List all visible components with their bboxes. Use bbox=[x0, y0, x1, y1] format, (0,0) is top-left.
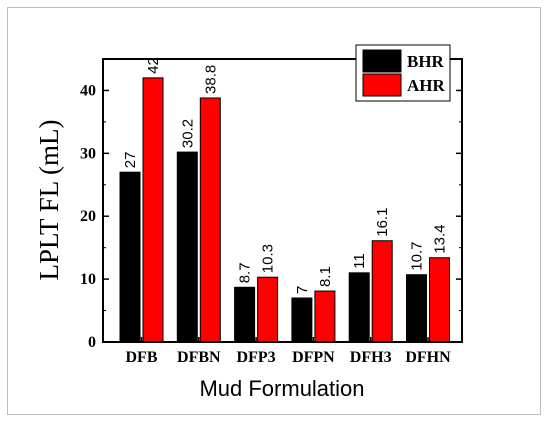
data-label-ahr-dfpn: 8.1 bbox=[317, 266, 334, 287]
data-label-ahr-dfhn: 13.4 bbox=[432, 225, 449, 254]
bar-bhr-dfpn bbox=[291, 297, 313, 343]
legend: BHR AHR bbox=[355, 44, 451, 102]
data-label-ahr-dfh3: 16.1 bbox=[374, 208, 391, 237]
bars-layer bbox=[119, 77, 450, 343]
y-tick-label: 40 bbox=[80, 82, 96, 99]
bar-bhr-dfbn bbox=[176, 151, 198, 343]
data-label-bhr-dfbn: 30.2 bbox=[179, 119, 196, 148]
x-tick-label-dfhn: DFHN bbox=[405, 349, 451, 366]
bar-bhr-dfb bbox=[119, 171, 141, 343]
data-label-bhr-dfp3: 8.7 bbox=[237, 262, 254, 283]
plot-area-border bbox=[102, 58, 463, 343]
data-label-ahr-dfbn: 38.8 bbox=[202, 65, 219, 94]
x-tick-label-dfb: DFB bbox=[126, 349, 158, 366]
bar-bhr-dfh3 bbox=[348, 272, 370, 343]
axis-layer: DFB DFBN DFP3 DFPN DFH3 DFHN 0 10 20 30 40 bbox=[80, 82, 462, 366]
legend-label-ahr: AHR bbox=[407, 76, 446, 95]
y-tick-label: 30 bbox=[80, 145, 96, 162]
data-labels-layer: 27 42 30.2 38.8 8.7 10.3 7 8.1 11 16.1 10.7 13.4 bbox=[122, 57, 449, 294]
legend-swatch-bhr bbox=[362, 49, 402, 73]
x-tick-label-dfh3: DFH3 bbox=[350, 349, 392, 366]
data-label-ahr-dfp3: 10.3 bbox=[260, 244, 277, 273]
data-label-bhr-dfhn: 10.7 bbox=[409, 242, 426, 271]
legend-label-bhr: BHR bbox=[407, 52, 445, 71]
x-tick-label-dfp3: DFP3 bbox=[237, 349, 276, 366]
bar-ahr-dfh3 bbox=[371, 240, 393, 343]
legend-swatch-ahr bbox=[362, 73, 402, 97]
x-tick-label-dfbn: DFBN bbox=[177, 349, 221, 366]
data-label-bhr-dfb: 27 bbox=[122, 152, 139, 169]
bar-ahr-dfp3 bbox=[257, 276, 279, 343]
y-tick-label: 10 bbox=[80, 271, 96, 288]
data-label-bhr-dfh3: 11 bbox=[351, 253, 368, 269]
bar-ahr-dfpn bbox=[314, 290, 336, 343]
bar-bhr-dfp3 bbox=[234, 286, 256, 343]
bar-ahr-dfhn bbox=[429, 257, 450, 343]
bar-bhr-dfhn bbox=[406, 274, 427, 343]
x-tick-label-dfpn: DFPN bbox=[292, 349, 335, 366]
data-label-bhr-dfpn: 7 bbox=[294, 286, 311, 294]
figure-frame bbox=[7, 7, 541, 415]
y-axis-title: LPLT FL (mL) bbox=[34, 119, 64, 280]
y-tick-label: 0 bbox=[88, 334, 96, 351]
y-tick-label: 20 bbox=[80, 208, 96, 225]
bar-ahr-dfbn bbox=[199, 97, 221, 343]
data-label-ahr-dfb: 42 bbox=[145, 57, 162, 74]
bar-ahr-dfb bbox=[142, 77, 164, 343]
x-axis-title: Mud Formulation bbox=[199, 376, 364, 401]
